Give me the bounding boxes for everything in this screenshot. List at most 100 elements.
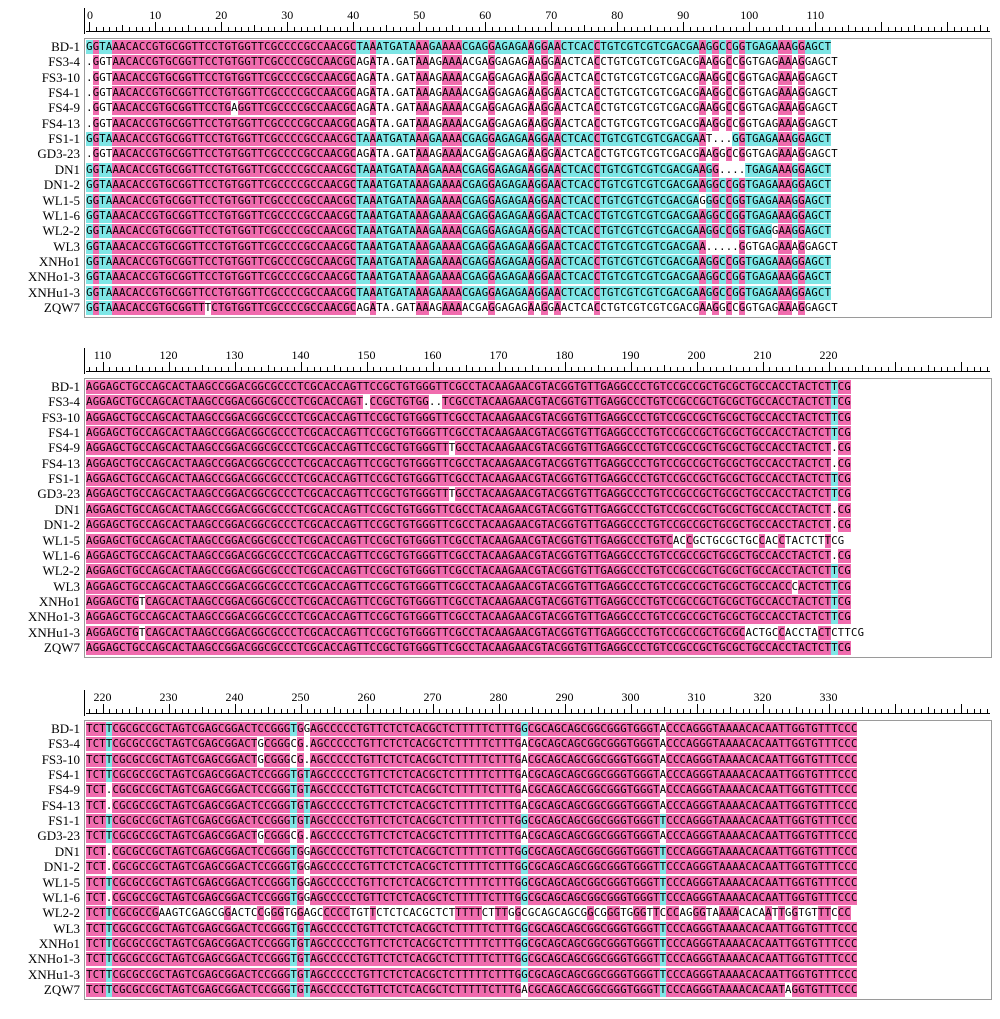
ruler-tick	[736, 367, 738, 371]
sequence-name[interactable]: FS4-9	[48, 440, 80, 456]
sequence-name[interactable]: BD-1	[51, 39, 80, 54]
sequence-name[interactable]: WL3	[53, 238, 80, 254]
sequence-name[interactable]: FS4-13	[41, 797, 80, 813]
sequence-name[interactable]: DN1	[54, 843, 80, 859]
sequence-name[interactable]: WL1-6	[42, 547, 80, 563]
ruler-tick	[861, 27, 863, 31]
sequence-name[interactable]: FS3-4	[48, 394, 80, 410]
ruler-tick	[188, 709, 190, 713]
ruler-tick	[274, 27, 276, 31]
sequence-name[interactable]: GD3-23	[37, 828, 80, 844]
sequence-name[interactable]: XNHo1	[38, 593, 80, 609]
ruler-tick	[175, 367, 177, 371]
sequence-name[interactable]: WL2-2	[42, 223, 80, 239]
sequence-name[interactable]: WL3	[53, 578, 80, 594]
position-ruler: 110 120 130 140 150 160 170 180 190 200 210 220	[86, 346, 990, 374]
sequence-name[interactable]: WL3	[53, 920, 80, 936]
ruler-tick	[181, 27, 183, 31]
sequence-name[interactable]: ZQW7	[43, 981, 80, 997]
sequence-name[interactable]: FS1-1	[48, 131, 80, 147]
ruler-tick	[491, 27, 493, 31]
sequence-name[interactable]: FS4-1	[48, 767, 80, 783]
sequence-name[interactable]: WL1-6	[42, 889, 80, 905]
sequence-name[interactable]: FS4-1	[48, 85, 80, 101]
sequence-name[interactable]: FS4-9	[48, 782, 80, 798]
ruler-tick	[214, 367, 216, 371]
sequence-row: .GGTAACACCGTGCGGTTCCTGTGGTTCGCCCCGCCAACG…	[86, 70, 838, 85]
sequence-name[interactable]: XNHo1-3	[28, 951, 80, 967]
sequence-name[interactable]: WL2-2	[42, 905, 80, 921]
ruler-tick	[109, 709, 111, 713]
sequence-name[interactable]: FS3-4	[48, 54, 80, 70]
sequence-name[interactable]: FS4-13	[41, 115, 80, 131]
ruler-tick	[208, 367, 210, 371]
sequence-name[interactable]: GD3-23	[37, 486, 80, 502]
ruler-tick	[168, 27, 170, 31]
ruler-tick	[597, 27, 599, 31]
ruler-tick	[432, 704, 434, 713]
ruler-tick	[425, 27, 427, 31]
sequence-name[interactable]: DN1-2	[43, 859, 80, 875]
sequence-name[interactable]: DN1-2	[43, 517, 80, 533]
ruler-tick	[478, 27, 480, 31]
ruler-tick	[234, 27, 236, 31]
sequence-row: GGTAAACACCGTGCGGTTCCTGTGGTTCGCCCCGCCAACG…	[86, 254, 832, 269]
sequence-row: AGGAGCTGCCAGCACTAAGCCGGACGGCGCCCTCGCACCA…	[86, 441, 851, 456]
sequence-name[interactable]: FS3-10	[41, 69, 80, 85]
sequence-name[interactable]: WL2-2	[42, 563, 80, 579]
sequence-name[interactable]: WL1-5	[42, 192, 80, 208]
sequence-name[interactable]: FS3-10	[41, 751, 80, 767]
sequence-name[interactable]: FS3-4	[48, 736, 80, 752]
ruler-tick	[577, 27, 579, 31]
sequence-name[interactable]: DN1-2	[43, 177, 80, 193]
sequence-name[interactable]: FS3-10	[41, 409, 80, 425]
ruler-tick	[577, 367, 579, 371]
sequence-name[interactable]: XNHo1-3	[28, 609, 80, 625]
ruler-tick	[392, 367, 394, 371]
sequence-row: AGGAGCTGCCAGCACTAAGCCGGACGGCGCCCTCGCACCA…	[86, 380, 851, 394]
sequence-name[interactable]: XNHo1-3	[28, 269, 80, 285]
ruler-tick	[386, 367, 388, 371]
sequence-name[interactable]: DN1	[54, 161, 80, 177]
ruler-tick	[709, 709, 711, 713]
ruler-tick	[201, 27, 203, 31]
ruler-tick	[907, 709, 909, 713]
ruler-tick	[300, 704, 302, 713]
sequence-row: TCTTCGCGCCGCTAGTCGAGCGGACTGCGGGCG.AGCCCC…	[86, 752, 858, 767]
sequence-name[interactable]: ZQW7	[43, 299, 80, 315]
ruler-label: 120	[159, 348, 178, 362]
ruler-tick	[201, 707, 203, 713]
sequence-name[interactable]: XNHu1-3	[28, 284, 80, 300]
sequence-name[interactable]: FS1-1	[48, 471, 80, 487]
sequence-name[interactable]: XNHo1	[38, 935, 80, 951]
sequence-name[interactable]: BD-1	[51, 721, 80, 736]
sequence-name[interactable]: WL1-5	[42, 532, 80, 548]
ruler-tick	[511, 367, 513, 371]
ruler-tick	[670, 367, 672, 371]
sequence-name[interactable]: FS4-13	[41, 455, 80, 471]
ruler-tick	[175, 709, 177, 713]
sequence-name[interactable]: GD3-23	[37, 146, 80, 162]
ruler-tick	[967, 709, 969, 713]
sequence-name[interactable]: DN1	[54, 501, 80, 517]
sequence-grid: TCTTCGCGCCGCTAGTCGAGCGGACTCCGGGTGGAGCCCC…	[86, 722, 990, 998]
sequence-name[interactable]: BD-1	[51, 379, 80, 394]
sequence-name[interactable]: ZQW7	[43, 639, 80, 655]
sequence-name[interactable]: FS4-1	[48, 425, 80, 441]
sequence-name[interactable]: XNHo1	[38, 253, 80, 269]
ruler-tick	[696, 27, 698, 31]
sequence-name[interactable]: WL1-6	[42, 207, 80, 223]
ruler-tick	[472, 367, 474, 371]
sequence-name[interactable]: WL1-5	[42, 874, 80, 890]
sequence-row: AGGAGCTGCCAGCACTAAGCCGGACGGCGCCCTCGCACCA…	[86, 395, 851, 410]
sequence-name[interactable]: XNHu1-3	[28, 624, 80, 640]
ruler-label: 110	[806, 8, 825, 22]
sequence-row: AGGAGCTGCCAGCACTAAGCCGGACGGCGCCCTCGCACCA…	[86, 426, 851, 441]
ruler-tick	[980, 367, 982, 371]
ruler-label: 170	[489, 348, 508, 362]
sequence-name[interactable]: FS1-1	[48, 813, 80, 829]
ruler-tick	[907, 367, 909, 371]
sequence-name[interactable]: XNHu1-3	[28, 966, 80, 982]
sequence-name[interactable]: FS4-9	[48, 100, 80, 116]
ruler-label: 220	[93, 690, 112, 704]
